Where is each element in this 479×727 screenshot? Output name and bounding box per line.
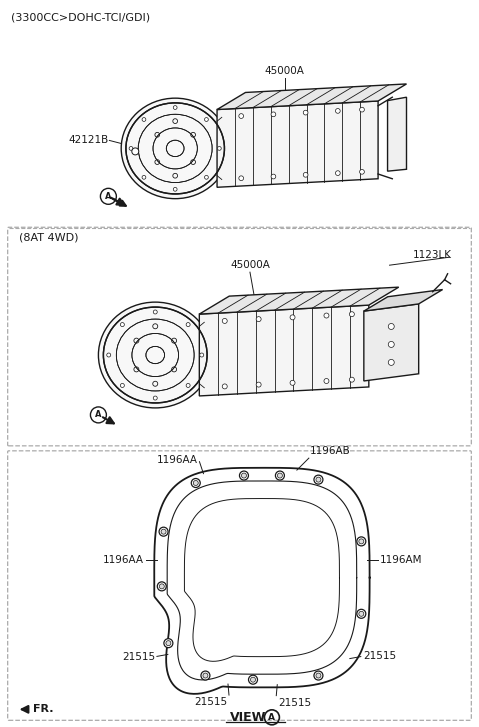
Circle shape: [314, 475, 323, 484]
Circle shape: [173, 105, 177, 110]
Circle shape: [290, 380, 295, 385]
Text: 42121B: 42121B: [68, 135, 108, 145]
Text: 1196AM: 1196AM: [380, 555, 422, 565]
Circle shape: [205, 175, 208, 180]
Circle shape: [157, 582, 166, 591]
Circle shape: [349, 312, 354, 317]
Text: (8AT 4WD): (8AT 4WD): [19, 232, 78, 242]
Circle shape: [205, 118, 208, 121]
Circle shape: [153, 396, 157, 400]
Circle shape: [186, 323, 190, 326]
Circle shape: [129, 147, 133, 150]
Circle shape: [359, 539, 364, 544]
Polygon shape: [388, 97, 407, 171]
Text: 21515: 21515: [278, 698, 311, 707]
Circle shape: [314, 671, 323, 680]
Circle shape: [142, 175, 146, 180]
Circle shape: [217, 147, 221, 150]
Circle shape: [303, 111, 308, 115]
Circle shape: [164, 638, 173, 648]
Circle shape: [173, 188, 177, 191]
Circle shape: [166, 640, 171, 646]
Circle shape: [200, 353, 204, 357]
Text: (3300CC>DOHC-TCI/GDI): (3300CC>DOHC-TCI/GDI): [11, 12, 150, 23]
Circle shape: [240, 471, 249, 480]
Circle shape: [324, 379, 329, 384]
Ellipse shape: [98, 302, 212, 408]
Polygon shape: [199, 287, 399, 314]
Circle shape: [360, 169, 365, 174]
Text: 1196AA: 1196AA: [157, 454, 197, 465]
Circle shape: [303, 172, 308, 177]
Circle shape: [360, 108, 365, 112]
Polygon shape: [217, 84, 407, 110]
Polygon shape: [364, 289, 443, 311]
Circle shape: [388, 342, 394, 348]
Circle shape: [357, 609, 366, 618]
Circle shape: [316, 477, 321, 482]
Circle shape: [251, 677, 255, 682]
Circle shape: [359, 611, 364, 616]
Circle shape: [271, 174, 276, 179]
Ellipse shape: [121, 98, 229, 198]
Circle shape: [120, 383, 125, 387]
Circle shape: [161, 529, 166, 534]
Circle shape: [275, 471, 285, 480]
Circle shape: [324, 313, 329, 318]
Circle shape: [201, 671, 210, 680]
Text: 1123LK: 1123LK: [412, 250, 451, 260]
Polygon shape: [217, 101, 378, 188]
Circle shape: [142, 118, 146, 121]
Circle shape: [203, 673, 208, 678]
Circle shape: [239, 176, 244, 180]
Circle shape: [107, 353, 111, 357]
Circle shape: [388, 359, 394, 366]
Circle shape: [153, 310, 157, 314]
Circle shape: [193, 481, 198, 486]
Circle shape: [290, 315, 295, 320]
Circle shape: [249, 675, 258, 684]
Text: 1196AB: 1196AB: [310, 446, 351, 456]
Circle shape: [277, 473, 283, 478]
Text: FR.: FR.: [33, 704, 53, 715]
Circle shape: [159, 527, 168, 537]
Text: 1196AA: 1196AA: [103, 555, 144, 565]
Text: 21515: 21515: [194, 697, 227, 707]
Circle shape: [160, 584, 164, 589]
Circle shape: [132, 148, 139, 155]
Circle shape: [191, 478, 200, 488]
Circle shape: [186, 383, 190, 387]
Circle shape: [120, 323, 125, 326]
Circle shape: [222, 318, 227, 324]
Text: A: A: [268, 712, 275, 722]
Polygon shape: [364, 304, 419, 381]
Circle shape: [256, 317, 261, 321]
Circle shape: [241, 473, 247, 478]
Text: 45000A: 45000A: [265, 65, 305, 76]
Circle shape: [222, 384, 227, 389]
Text: VIEW: VIEW: [230, 711, 266, 724]
Text: 21515: 21515: [122, 652, 155, 662]
Circle shape: [316, 673, 321, 678]
Text: 45000A: 45000A: [230, 260, 270, 270]
Text: 21515: 21515: [363, 651, 396, 661]
Circle shape: [335, 171, 340, 175]
Circle shape: [388, 324, 394, 329]
Circle shape: [256, 382, 261, 387]
Circle shape: [357, 537, 366, 546]
Circle shape: [239, 113, 244, 119]
Circle shape: [271, 112, 276, 117]
Text: A: A: [105, 192, 112, 201]
Circle shape: [349, 377, 354, 382]
Circle shape: [335, 108, 340, 113]
Text: A: A: [95, 411, 102, 419]
Polygon shape: [199, 305, 369, 396]
